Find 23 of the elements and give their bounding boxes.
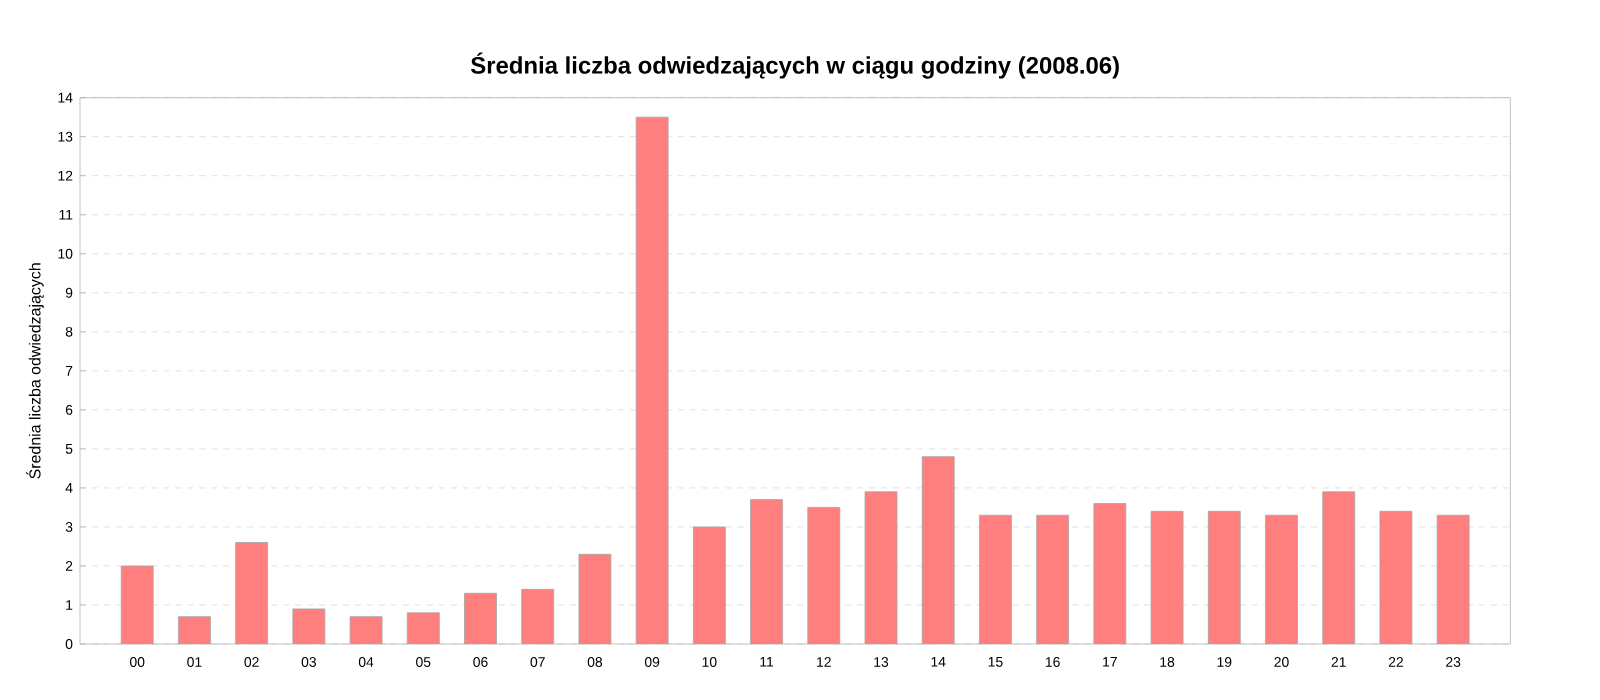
chart-title: Średnia liczba odwiedzających w ciągu godziny (2008.06) bbox=[470, 52, 1119, 79]
bar bbox=[1150, 510, 1184, 644]
bar bbox=[1207, 510, 1241, 644]
bar bbox=[235, 542, 269, 644]
bar bbox=[464, 592, 497, 644]
bar bbox=[521, 588, 555, 644]
bar bbox=[1322, 491, 1356, 644]
bar bbox=[750, 499, 783, 644]
bar bbox=[578, 553, 612, 644]
bar bbox=[979, 514, 1012, 644]
bar bbox=[1436, 514, 1470, 644]
bar bbox=[1265, 514, 1298, 644]
bar bbox=[921, 456, 955, 644]
bar bbox=[1093, 503, 1127, 644]
bar bbox=[121, 565, 154, 644]
bar bbox=[692, 526, 726, 644]
bar bbox=[178, 616, 211, 644]
bar bbox=[406, 612, 440, 644]
bar bbox=[1379, 510, 1413, 644]
bar bbox=[635, 116, 669, 644]
bar bbox=[864, 491, 898, 644]
bar bbox=[807, 507, 841, 644]
bar bbox=[1036, 514, 1070, 644]
